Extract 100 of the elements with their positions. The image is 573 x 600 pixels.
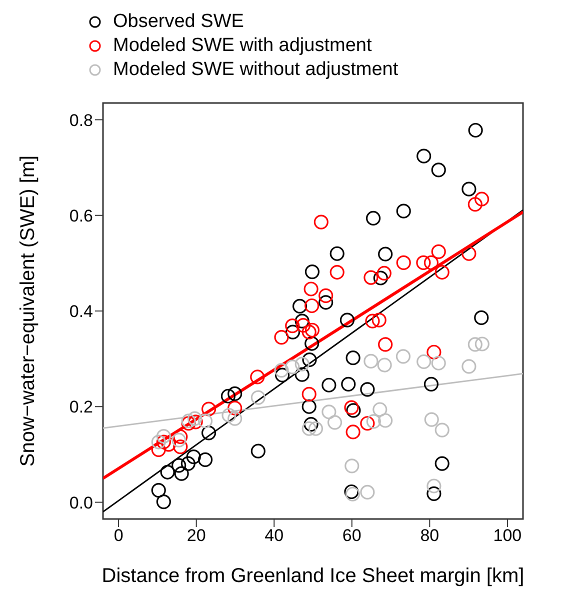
point <box>416 354 432 369</box>
point <box>344 458 360 474</box>
point <box>431 244 446 260</box>
y-tick-label: 0.8 <box>69 110 93 130</box>
x-tick-label: 20 <box>186 526 206 546</box>
point <box>416 255 431 270</box>
point <box>156 434 171 450</box>
point <box>274 330 289 345</box>
point <box>228 400 242 416</box>
point <box>360 382 375 397</box>
y-tick-label: 0.6 <box>69 206 93 226</box>
point <box>322 404 336 420</box>
x-tick-label: 80 <box>420 526 440 546</box>
point <box>250 390 266 405</box>
y-tick-label: 0.2 <box>69 398 93 417</box>
point <box>294 314 310 328</box>
point <box>434 264 450 280</box>
point <box>180 456 196 471</box>
point <box>330 264 344 280</box>
x-tick-label: 40 <box>264 526 284 546</box>
point <box>201 402 216 416</box>
point <box>304 264 320 280</box>
point <box>302 399 316 414</box>
point <box>304 336 320 351</box>
x-tick-label: 0 <box>114 526 124 546</box>
point <box>424 412 439 427</box>
point <box>292 298 308 314</box>
point <box>156 428 171 444</box>
point <box>344 400 359 415</box>
point <box>198 414 213 428</box>
point <box>378 246 393 262</box>
point <box>372 312 386 328</box>
point <box>360 416 375 431</box>
point <box>424 255 439 270</box>
point <box>340 312 355 328</box>
point <box>173 429 188 444</box>
x-axis-title: Distance from Greenland Ice Sheet margin [km] <box>102 565 524 587</box>
point <box>172 432 186 448</box>
point <box>364 270 378 285</box>
x-tick-label: 60 <box>342 526 362 546</box>
point <box>285 324 300 340</box>
legend-label: Modeled SWE without adjustment <box>113 58 398 82</box>
point <box>318 295 334 310</box>
point <box>360 484 375 500</box>
point <box>426 486 442 501</box>
point <box>160 464 175 480</box>
point <box>346 424 360 440</box>
point <box>302 352 317 368</box>
point <box>322 378 336 392</box>
point <box>431 162 446 178</box>
point <box>462 359 476 374</box>
y-tick-label: 0.0 <box>69 493 93 512</box>
point <box>174 466 189 481</box>
legend-label: Observed SWE <box>113 10 244 34</box>
point <box>431 356 446 370</box>
point <box>228 411 242 426</box>
point <box>373 270 388 286</box>
point <box>468 197 482 212</box>
point <box>346 403 361 418</box>
point <box>296 318 311 333</box>
point <box>228 386 242 402</box>
point <box>250 444 266 458</box>
point <box>151 442 166 457</box>
point <box>462 182 476 196</box>
point <box>396 204 411 218</box>
point <box>222 408 236 423</box>
point <box>304 322 320 338</box>
point <box>250 370 265 384</box>
point <box>474 310 489 325</box>
point <box>378 337 393 352</box>
point <box>330 246 344 261</box>
x-tick-label: 100 <box>493 526 522 546</box>
point <box>318 288 334 303</box>
point <box>396 255 411 270</box>
point <box>285 318 300 334</box>
point <box>462 246 476 261</box>
point <box>186 450 201 464</box>
point <box>308 421 324 436</box>
point <box>378 413 393 428</box>
y-axis-title: Snow−water−equivalent (SWE) [m] <box>17 155 40 467</box>
point <box>468 337 482 352</box>
point <box>201 426 216 440</box>
point <box>366 414 381 429</box>
point <box>426 344 442 360</box>
point <box>426 478 442 494</box>
point <box>187 411 202 426</box>
point <box>474 336 490 352</box>
point <box>151 434 166 450</box>
point <box>173 440 188 454</box>
point <box>304 298 320 314</box>
point <box>377 358 392 372</box>
point <box>294 356 310 372</box>
point <box>220 388 236 404</box>
point <box>434 422 450 438</box>
point <box>304 282 318 296</box>
point <box>365 314 380 328</box>
point <box>474 192 490 206</box>
point <box>314 214 328 230</box>
point <box>188 414 203 430</box>
point <box>294 367 310 382</box>
